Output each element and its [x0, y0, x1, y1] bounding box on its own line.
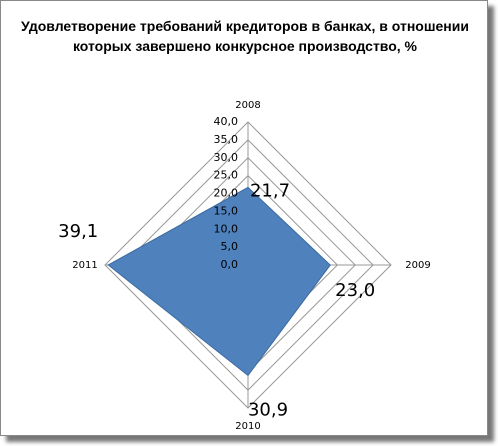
r-tick-label: 25,0	[214, 169, 239, 182]
chart-title: Удовлетворение требований кредиторов в б…	[21, 18, 469, 54]
category-label: 2009	[405, 260, 430, 271]
r-tick-label: 40,0	[214, 115, 239, 128]
category-label: 2011	[72, 260, 97, 271]
data-label: 23,0	[335, 280, 375, 301]
r-tick-label: 30,0	[214, 151, 239, 164]
data-label: 21,7	[250, 180, 290, 201]
r-tick-label: 5,0	[221, 240, 239, 253]
data-label: 30,9	[248, 399, 288, 420]
r-tick-label: 20,0	[214, 187, 239, 200]
r-tick-label: 35,0	[214, 133, 239, 146]
data-label: 39,1	[58, 221, 98, 242]
category-label: 2008	[235, 100, 260, 111]
r-tick-label: 15,0	[214, 204, 239, 217]
data-area	[107, 186, 331, 377]
r-tick-label: 0,0	[221, 258, 239, 271]
r-tick-label: 10,0	[214, 222, 239, 235]
category-label: 2010	[235, 421, 260, 432]
